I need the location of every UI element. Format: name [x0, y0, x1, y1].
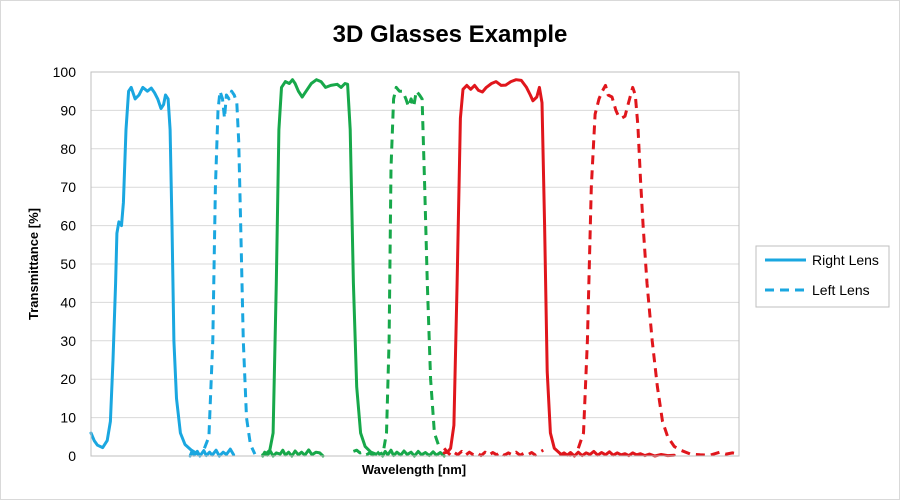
series-line-left-lens — [352, 448, 384, 457]
gridlines — [91, 71, 739, 457]
y-tick-label: 90 — [60, 102, 76, 118]
y-axis-label: Transmittance [%] — [26, 208, 41, 320]
series-line-left-lens — [382, 85, 442, 449]
y-tick-labels: 0 10 20 30 40 50 60 70 80 90 100 — [53, 64, 77, 464]
y-tick-label: 20 — [60, 371, 76, 387]
series-line-left-lens — [576, 83, 740, 457]
series-line-right-lens — [261, 448, 325, 458]
y-tick-label: 80 — [60, 141, 76, 157]
series-line-right-lens — [559, 449, 676, 458]
series-line-right-lens — [261, 78, 378, 457]
legend: Right Lens Left Lens — [755, 245, 890, 308]
y-tick-label: 70 — [60, 179, 76, 195]
series-line-left-lens — [203, 89, 257, 455]
chart-title: 3D Glasses Example — [333, 21, 568, 48]
legend-left-lens-label: Left Lens — [812, 282, 870, 298]
plot-area-frame — [90, 71, 740, 457]
series-line-right-lens — [381, 448, 446, 458]
y-tick-label: 40 — [60, 294, 76, 310]
x-axis-label: Wavelength [nm] — [362, 462, 466, 477]
series-line-right-lens — [89, 85, 200, 456]
series-line-left-lens — [443, 447, 544, 458]
legend-box — [755, 245, 890, 308]
series-lines — [89, 78, 740, 458]
series-line-right-lens — [442, 78, 572, 457]
y-tick-label: 30 — [60, 333, 76, 349]
y-tick-label: 50 — [60, 256, 76, 272]
y-tick-label: 100 — [53, 64, 77, 80]
y-tick-label: 60 — [60, 218, 76, 234]
y-tick-label: 10 — [60, 410, 76, 426]
series-line-right-lens — [188, 447, 236, 458]
y-tick-label: 0 — [68, 448, 76, 464]
legend-right-lens-label: Right Lens — [812, 252, 879, 268]
